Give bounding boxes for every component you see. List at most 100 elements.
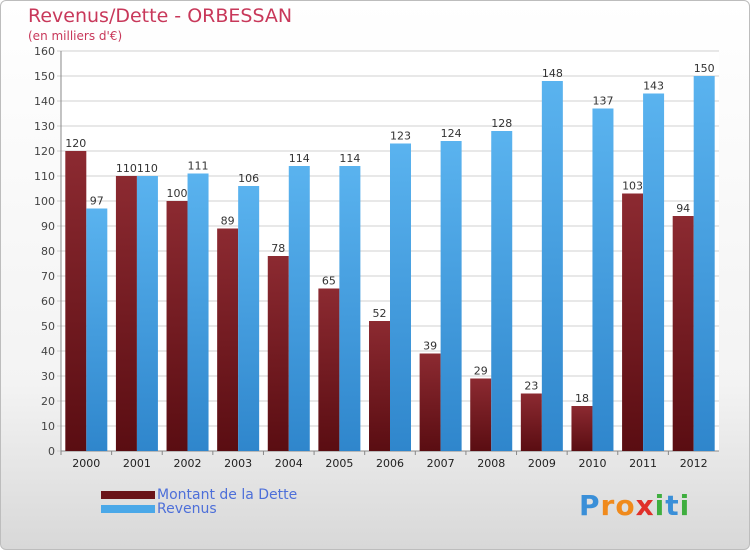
logo-letter: r: [600, 489, 616, 522]
data-label: 18: [575, 392, 589, 405]
x-tick-label: 2005: [325, 457, 353, 470]
bar-revenus: [541, 81, 563, 451]
x-tick-label: 2009: [528, 457, 556, 470]
bar-revenus: [592, 108, 614, 451]
data-label: 124: [441, 127, 462, 140]
bar-dette: [470, 378, 492, 451]
data-label: 110: [116, 162, 137, 175]
legend-item-revenus: Revenus: [101, 501, 217, 517]
y-tick-label: 50: [41, 320, 55, 333]
x-tick-label: 2000: [72, 457, 100, 470]
x-tick-label: 2012: [680, 457, 708, 470]
x-tick-label: 2011: [629, 457, 657, 470]
bar-revenus: [187, 173, 209, 451]
data-label: 65: [322, 275, 336, 288]
data-label: 103: [622, 180, 643, 193]
bar-revenus: [491, 131, 513, 451]
logo-letter: t: [665, 489, 680, 522]
y-tick-label: 120: [34, 145, 55, 158]
bar-dette: [217, 228, 239, 451]
bar-dette: [622, 193, 644, 451]
y-tick-label: 30: [41, 370, 55, 383]
data-label: 97: [90, 195, 104, 208]
data-label: 100: [167, 187, 188, 200]
bar-dette: [571, 406, 593, 451]
legend-label-dette: Montant de la Dette: [157, 487, 298, 503]
data-label: 128: [491, 117, 512, 130]
bar-dette: [672, 216, 694, 451]
data-label: 89: [221, 215, 235, 228]
bar-revenus: [643, 93, 665, 451]
y-tick-label: 40: [41, 345, 55, 358]
bar-revenus: [288, 166, 310, 451]
y-tick-label: 70: [41, 270, 55, 283]
bar-revenus: [339, 166, 361, 451]
data-label: 150: [694, 62, 715, 75]
bar-revenus: [136, 176, 158, 451]
chart-title: Revenus/Dette - ORBESSAN: [28, 5, 293, 27]
y-tick-label: 90: [41, 220, 55, 233]
x-tick-label: 2006: [376, 457, 404, 470]
logo-letter: x: [635, 489, 655, 522]
data-label: 143: [643, 80, 664, 93]
x-tick-label: 2008: [477, 457, 505, 470]
bar-dette: [267, 256, 289, 451]
data-label: 94: [676, 202, 690, 215]
bar-revenus: [693, 76, 715, 451]
logo-letter: i: [679, 489, 691, 522]
y-tick-label: 130: [34, 120, 55, 133]
y-tick-label: 60: [41, 295, 55, 308]
x-tick-label: 2002: [174, 457, 202, 470]
legend-item-dette: Montant de la Dette: [101, 487, 297, 503]
proxiti-logo: Proxiti: [579, 489, 690, 522]
bar-dette: [65, 151, 87, 451]
bar-dette: [419, 353, 441, 451]
x-tick-label: 2010: [578, 457, 606, 470]
bar-revenus: [86, 208, 108, 451]
bar-revenus: [238, 186, 260, 451]
y-tick-label: 100: [34, 195, 55, 208]
bar-revenus: [390, 143, 411, 451]
y-tick-label: 140: [34, 95, 55, 108]
legend-label-revenus: Revenus: [157, 501, 217, 517]
chart-subtitle: (en milliers d'€): [28, 29, 123, 43]
x-tick-label: 2001: [123, 457, 151, 470]
bar-dette: [115, 176, 137, 451]
legend-swatch-dette: [101, 491, 155, 499]
data-label: 52: [373, 307, 387, 320]
data-label: 106: [238, 172, 259, 185]
bar-revenus: [440, 141, 462, 451]
y-tick-label: 160: [34, 45, 55, 58]
data-label: 148: [542, 67, 563, 80]
bar-dette: [166, 201, 188, 451]
x-tick-label: 2004: [275, 457, 303, 470]
data-label: 39: [423, 340, 437, 353]
y-tick-label: 110: [34, 170, 55, 183]
x-tick-label: 2003: [224, 457, 252, 470]
y-tick-label: 20: [41, 395, 55, 408]
logo-letter: P: [579, 489, 601, 522]
y-tick-label: 80: [41, 245, 55, 258]
logo-letter: i: [654, 489, 666, 522]
y-tick-label: 150: [34, 70, 55, 83]
data-label: 120: [65, 137, 86, 150]
y-tick-label: 0: [48, 445, 55, 458]
logo-letter: o: [615, 489, 636, 522]
data-label: 111: [188, 160, 209, 173]
data-label: 110: [137, 162, 158, 175]
y-tick-label: 10: [41, 420, 55, 433]
data-label: 78: [271, 242, 285, 255]
x-tick-label: 2007: [427, 457, 455, 470]
data-label: 114: [289, 152, 310, 165]
data-label: 29: [474, 365, 488, 378]
data-label: 114: [339, 152, 360, 165]
data-label: 123: [390, 130, 411, 143]
bar-dette: [369, 321, 390, 451]
bar-dette: [318, 288, 340, 451]
bar-dette: [520, 393, 542, 451]
legend-swatch-revenus: [101, 505, 155, 513]
data-label: 137: [592, 95, 613, 108]
data-label: 23: [524, 380, 538, 393]
